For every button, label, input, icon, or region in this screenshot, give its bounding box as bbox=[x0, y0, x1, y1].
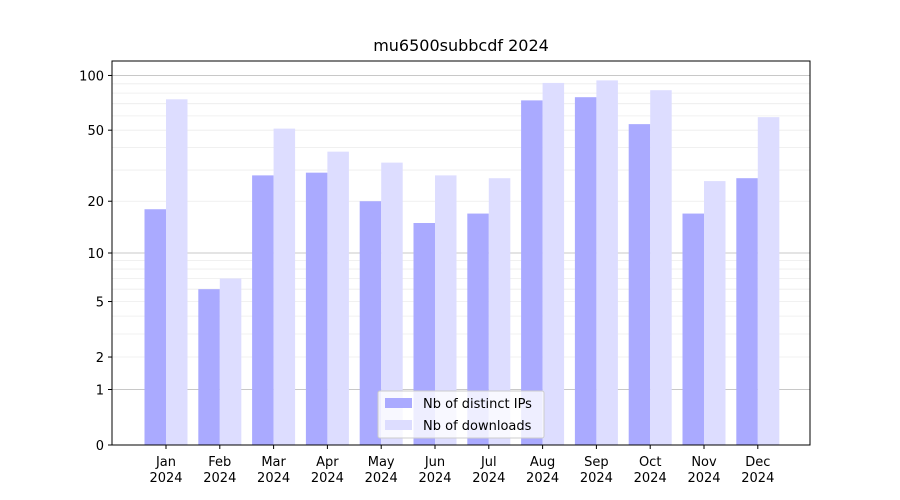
bar-distinct-ips bbox=[252, 175, 274, 445]
y-tick-label: 100 bbox=[79, 69, 104, 84]
legend-box bbox=[377, 390, 545, 439]
x-tick-label-month: May bbox=[368, 455, 395, 470]
bar-distinct-ips bbox=[574, 97, 597, 445]
x-tick-label-year: 2024 bbox=[149, 471, 182, 486]
bar-downloads bbox=[435, 175, 457, 445]
x-tick-label-year: 2024 bbox=[203, 471, 236, 486]
x-tick-label-month: Feb bbox=[208, 455, 231, 470]
bar-downloads bbox=[757, 117, 780, 446]
legend-label-downloads: Nb of downloads bbox=[423, 419, 532, 434]
bars bbox=[144, 80, 780, 446]
bar-distinct-ips bbox=[305, 172, 328, 445]
y-tick-label: 0 bbox=[96, 439, 104, 454]
x-tick-label-month: Apr bbox=[316, 455, 339, 470]
x-tick-label-month: Oct bbox=[639, 455, 661, 470]
x-tick-label-year: 2024 bbox=[472, 471, 505, 486]
bar-distinct-ips bbox=[198, 289, 220, 445]
x-tick-label-month: Sep bbox=[584, 455, 609, 470]
y-tick-label: 20 bbox=[87, 195, 104, 210]
x-tick-label-month: Jan bbox=[155, 455, 176, 470]
x-tick-label-year: 2024 bbox=[687, 471, 720, 486]
legend-swatch-downloads bbox=[385, 420, 412, 430]
bar-distinct-ips bbox=[736, 178, 758, 446]
y-tick-label: 50 bbox=[87, 124, 104, 139]
bar-distinct-ips bbox=[682, 213, 704, 445]
bar-distinct-ips bbox=[521, 100, 543, 446]
bar-downloads bbox=[273, 128, 296, 445]
bar-downloads bbox=[650, 90, 672, 446]
bar-downloads bbox=[542, 82, 565, 446]
x-tick-label-year: 2024 bbox=[257, 471, 290, 486]
bar-distinct-ips bbox=[359, 201, 382, 445]
x-tick-label-month: Mar bbox=[261, 455, 286, 470]
x-tick-label-month: Jun bbox=[424, 455, 445, 470]
bar-downloads bbox=[381, 162, 403, 445]
x-tick-label-year: 2024 bbox=[526, 471, 559, 486]
x-tick-label-month: Nov bbox=[691, 455, 717, 470]
y-tick-label: 5 bbox=[96, 296, 104, 311]
x-tick-label-month: Aug bbox=[530, 455, 555, 470]
x-tick-label-year: 2024 bbox=[311, 471, 344, 486]
bar-distinct-ips bbox=[144, 209, 166, 445]
x-tick-label-year: 2024 bbox=[634, 471, 667, 486]
y-tick-label: 1 bbox=[96, 383, 104, 398]
bar-downloads bbox=[596, 80, 618, 445]
x-tick-label-year: 2024 bbox=[580, 471, 613, 486]
legend-swatch-distinct-ips bbox=[385, 398, 412, 408]
bar-distinct-ips bbox=[467, 213, 489, 445]
y-axis-ticks: 0 1 2 5 10 20 50 100 bbox=[79, 69, 112, 454]
bar-downloads bbox=[166, 99, 188, 445]
y-tick-label: 10 bbox=[87, 247, 104, 262]
bar-downloads bbox=[219, 278, 242, 445]
x-tick-label-month: Dec bbox=[745, 455, 770, 470]
bar-downloads bbox=[704, 181, 726, 445]
bar-distinct-ips bbox=[628, 124, 651, 445]
x-tick-label-year: 2024 bbox=[418, 471, 451, 486]
bar-downloads bbox=[327, 151, 349, 445]
legend-label-distinct-ips: Nb of distinct IPs bbox=[423, 397, 532, 412]
y-tick-label: 2 bbox=[96, 351, 104, 366]
bar-distinct-ips bbox=[413, 222, 435, 445]
x-tick-label-year: 2024 bbox=[365, 471, 398, 486]
bar-downloads bbox=[488, 178, 511, 446]
x-axis-ticks: Jan2024Feb2024Mar2024Apr2024May2024Jun20… bbox=[149, 445, 774, 486]
chart-title: mu6500subbcdf 2024 bbox=[373, 36, 549, 55]
x-tick-label-month: Jul bbox=[480, 455, 497, 470]
x-tick-label-year: 2024 bbox=[741, 471, 774, 486]
legend: Nb of distinct IPs Nb of downloads bbox=[377, 390, 545, 439]
